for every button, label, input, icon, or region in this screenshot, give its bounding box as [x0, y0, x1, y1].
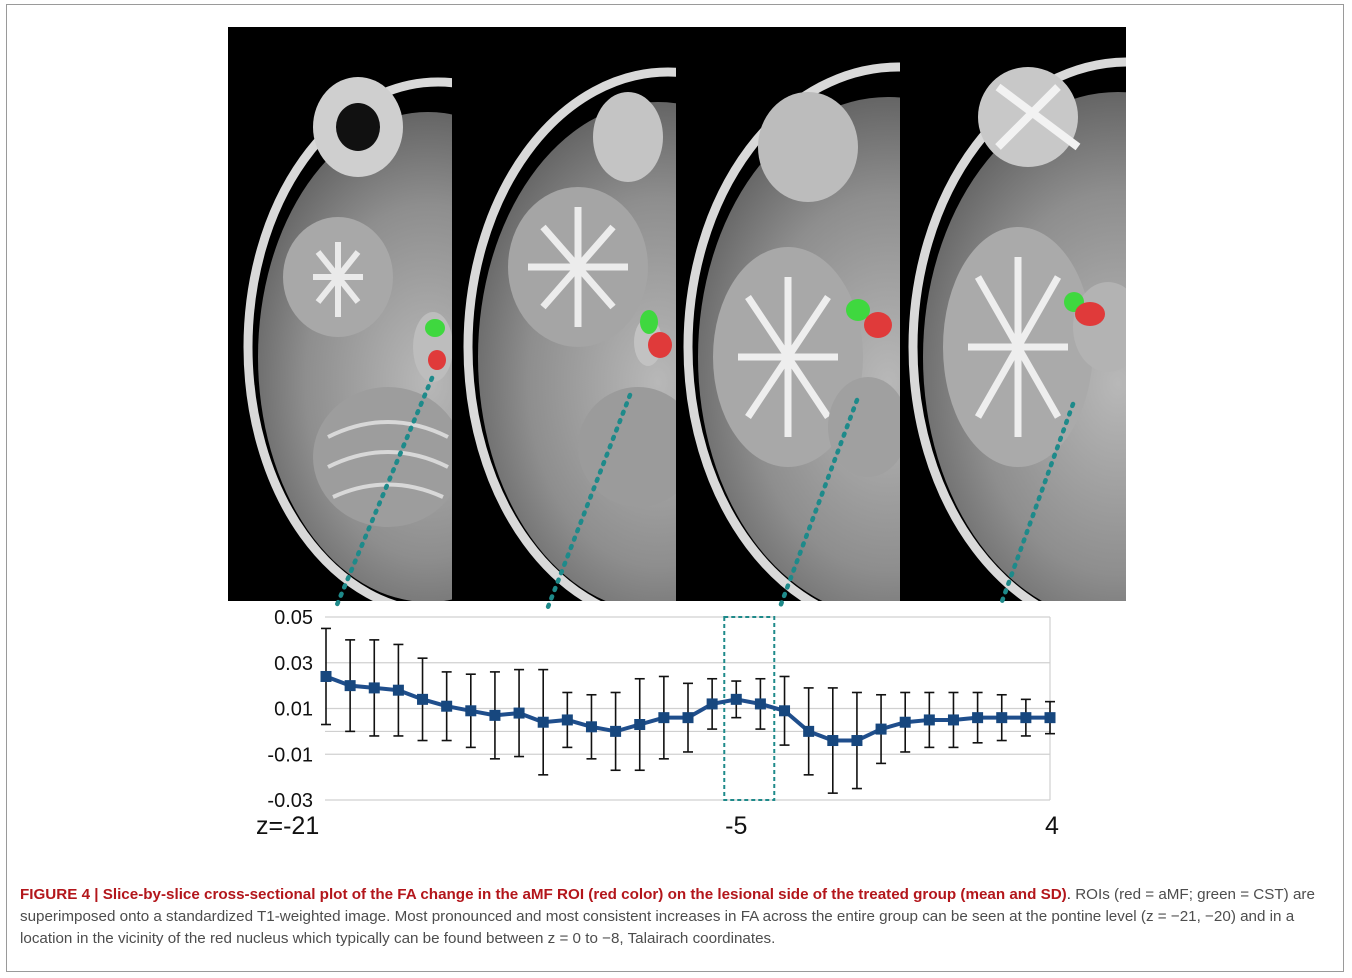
data-point — [368, 682, 380, 694]
y-tick-label: 0.01 — [274, 699, 313, 721]
data-point — [441, 700, 453, 712]
y-tick-label: 0.03 — [274, 653, 313, 675]
data-point — [320, 670, 332, 682]
data-markers — [320, 670, 1056, 747]
data-point — [344, 680, 356, 692]
x-axis-tick-labels: z=-21 -5 4 — [256, 812, 1059, 840]
mri-slices-image — [243, 57, 1126, 601]
data-point — [561, 714, 573, 726]
dotted-connector — [545, 392, 633, 610]
data-point — [851, 735, 863, 747]
data-point — [392, 684, 404, 696]
dotted-connector — [997, 401, 1076, 610]
data-point — [610, 725, 622, 737]
dotted-connector — [777, 397, 860, 610]
y-axis-tick-labels: 0.05 0.03 0.01 -0.01 -0.03 — [267, 607, 313, 812]
data-point — [803, 725, 815, 737]
data-point — [417, 693, 429, 705]
slice-1 — [243, 77, 452, 601]
y-tick-label: 0.05 — [274, 607, 313, 629]
data-point — [923, 714, 935, 726]
data-point — [754, 698, 766, 710]
caption-body: ROIs (red = aMF; green = CST) are superi… — [20, 886, 1315, 947]
data-point — [585, 721, 597, 733]
data-point — [513, 707, 525, 719]
data-point — [658, 712, 670, 724]
data-point — [730, 693, 742, 705]
data-point — [947, 714, 959, 726]
x-tick-label: z=-21 — [256, 812, 319, 840]
data-point — [996, 712, 1008, 724]
fa-change-chart: 0.05 0.03 0.01 -0.01 -0.03 z=-21 -5 4 — [256, 375, 1076, 840]
figure-frame — [6, 4, 1344, 972]
data-point — [1044, 712, 1056, 724]
data-point — [1020, 712, 1032, 724]
y-tick-label: -0.01 — [267, 744, 313, 766]
slice-4 — [908, 57, 1126, 601]
error-bars — [321, 627, 1055, 794]
data-point — [537, 716, 549, 728]
dotted-connector — [333, 375, 435, 610]
dotted-connectors — [333, 375, 1076, 610]
data-point — [682, 712, 694, 724]
data-point — [827, 735, 839, 747]
data-point — [972, 712, 984, 724]
slice-2 — [463, 67, 676, 601]
data-point — [634, 719, 646, 731]
x-tick-label: 4 — [1045, 812, 1059, 840]
slice-3 — [683, 62, 900, 601]
data-point — [489, 709, 501, 721]
data-point — [875, 723, 887, 735]
figure-caption: FIGURE 4 | Slice-by-slice cross-sectiona… — [20, 884, 1330, 950]
data-point — [899, 716, 911, 728]
data-point — [465, 705, 477, 717]
data-point — [706, 698, 718, 710]
caption-title-end: . — [1066, 886, 1071, 903]
y-tick-label: -0.03 — [267, 790, 313, 812]
caption-title: FIGURE 4 | Slice-by-slice cross-sectiona… — [20, 886, 1067, 903]
data-point — [779, 705, 791, 717]
x-tick-label: -5 — [725, 812, 747, 840]
